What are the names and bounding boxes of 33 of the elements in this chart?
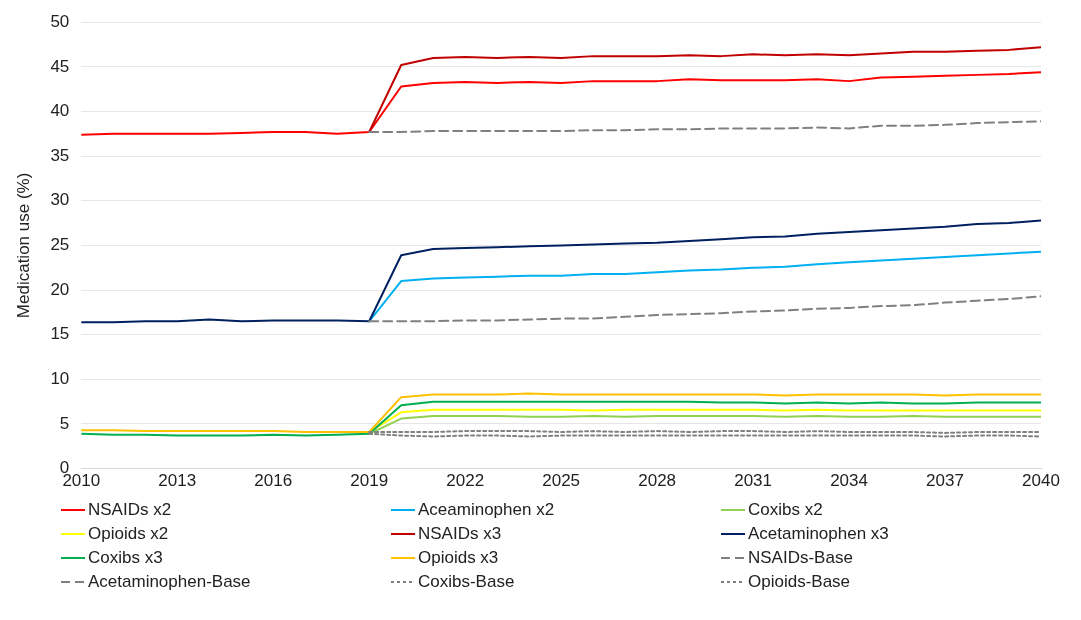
y-tick-label: 50 (50, 11, 70, 31)
legend-label: NSAIDs-Base (748, 548, 853, 568)
y-tick-label: 40 (50, 101, 70, 121)
legend-label: Coxibs-Base (418, 572, 515, 592)
y-tick-label: 25 (50, 235, 70, 255)
y-tick-label: 5 (59, 413, 70, 433)
legend-label: Aceaminophen x2 (418, 500, 555, 520)
x-tick-label: 2016 (254, 471, 293, 491)
y-tick-label: 35 (50, 145, 70, 165)
y-tick-label: 10 (50, 369, 70, 389)
x-tick-label: 2022 (446, 471, 485, 491)
legend-label: Opioids x3 (418, 548, 499, 568)
legend-label: NSAIDs x3 (418, 524, 502, 544)
x-tick-label: 2034 (830, 471, 868, 491)
x-tick-label: 2040 (1022, 471, 1060, 491)
x-tick-label: 2037 (926, 471, 964, 491)
x-tick-label: 2019 (350, 471, 389, 491)
legend-label: Opioids x2 (88, 524, 169, 544)
y-tick-label: 15 (50, 324, 70, 344)
legend-label: Coxibs x2 (748, 500, 823, 520)
x-tick-label: 2025 (542, 471, 581, 491)
y-tick-label: 30 (50, 190, 70, 210)
x-tick-label: 2031 (734, 471, 773, 491)
x-tick-label: 2028 (638, 471, 677, 491)
y-axis-title: Medication use (%) (13, 172, 33, 319)
y-tick-label: 20 (50, 279, 70, 299)
legend-label: Opioids-Base (748, 572, 851, 592)
legend-label: Coxibs x3 (88, 548, 163, 568)
legend-label: Acetaminophen-Base (88, 572, 251, 592)
legend-label: NSAIDs x2 (88, 500, 172, 520)
y-tick-label: 45 (50, 56, 70, 76)
x-tick-label: 2013 (158, 471, 197, 491)
legend-label: Acetaminophen x3 (748, 524, 889, 544)
